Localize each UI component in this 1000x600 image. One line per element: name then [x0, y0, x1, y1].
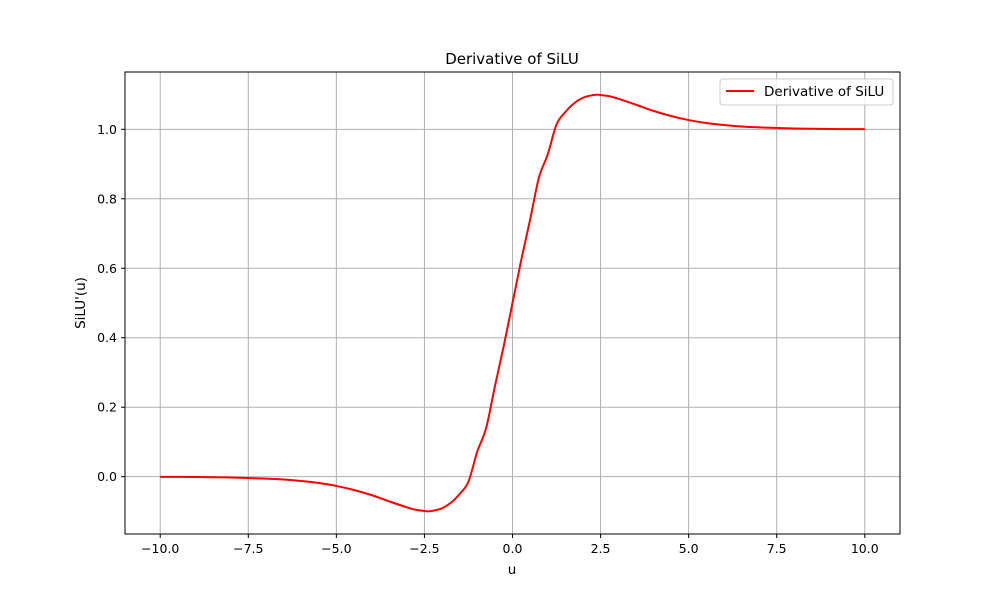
y-axis-ticks: 0.0 0.2 0.4 0.6 0.8 1.0 — [97, 122, 125, 484]
x-tick-label: 7.5 — [767, 541, 787, 556]
series-line-silu-derivative — [160, 93, 865, 513]
x-axis-label: u — [508, 562, 517, 578]
grid — [125, 72, 900, 534]
x-tick-label: 2.5 — [591, 541, 611, 556]
y-tick-label: 0.6 — [97, 261, 117, 276]
y-tick-label: 0.4 — [97, 330, 117, 345]
y-tick-label: 0.8 — [97, 191, 117, 206]
chart-title: Derivative of SiLU — [445, 50, 579, 68]
x-tick-label: −7.5 — [233, 541, 263, 556]
x-tick-label: −2.5 — [409, 541, 439, 556]
x-tick-label: 5.0 — [679, 541, 699, 556]
legend-box — [719, 78, 894, 106]
y-tick-label: 0.2 — [97, 400, 117, 415]
x-tick-label: 0.0 — [503, 541, 523, 556]
x-tick-label: −10.0 — [141, 541, 179, 556]
y-axis-label: SiLU'(u) — [73, 277, 89, 329]
legend: Derivative of SiLU — [719, 78, 894, 106]
x-axis-ticks: −10.0 −7.5 −5.0 −2.5 0.0 2.5 5.0 7.5 10.0 — [141, 534, 879, 556]
series-layer — [160, 93, 865, 513]
legend-label: Derivative of SiLU — [764, 84, 884, 100]
y-tick-label: 1.0 — [97, 122, 117, 137]
x-tick-label: 10.0 — [851, 541, 879, 556]
y-tick-label: 0.0 — [97, 469, 117, 484]
x-tick-label: −5.0 — [321, 541, 351, 556]
